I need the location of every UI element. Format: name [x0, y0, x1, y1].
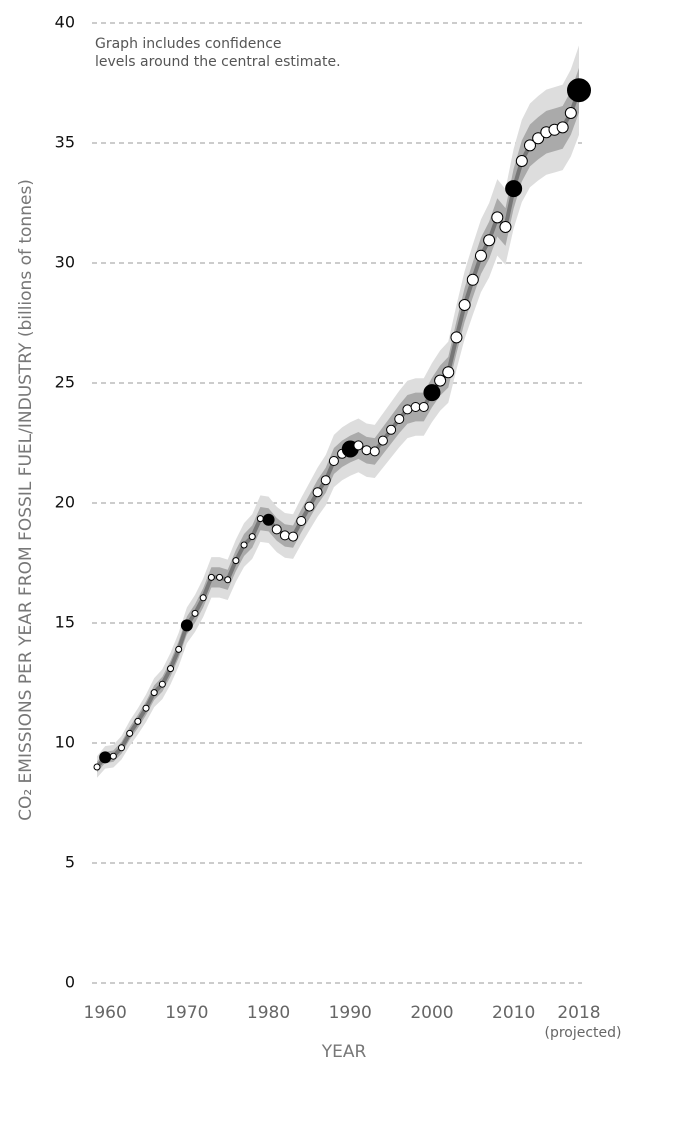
data-point: [216, 573, 224, 581]
data-point: [523, 139, 536, 152]
x-tick-label: 2018: [557, 1003, 600, 1023]
data-point: [458, 299, 471, 311]
data-point: [567, 78, 591, 103]
data-point: [158, 680, 166, 688]
data-point: [240, 541, 248, 549]
data-point: [191, 609, 199, 617]
y-tick-label: 20: [55, 493, 75, 512]
data-point: [410, 402, 421, 412]
annotation: levels around the central estimate.: [95, 54, 341, 70]
data-point: [180, 619, 193, 632]
annotation: Graph includes confidence: [95, 36, 282, 52]
confidence-band: [97, 45, 579, 778]
y-axis-label: CO₂ EMISSIONS PER YEAR FROM FOSSIL FUEL/…: [16, 179, 36, 821]
data-point: [361, 445, 372, 456]
data-point: [434, 374, 447, 387]
x-tick-label: 1960: [84, 1003, 127, 1023]
data-point: [474, 249, 487, 262]
data-point: [248, 533, 256, 541]
confidence-band: [97, 67, 579, 773]
data-point: [312, 487, 323, 498]
data-point: [232, 557, 240, 565]
x-tick-label: 1980: [247, 1003, 290, 1023]
data-point: [394, 414, 405, 424]
y-tick-label: 25: [55, 373, 75, 392]
data-point: [353, 440, 364, 451]
data-point: [466, 273, 479, 286]
data-point: [142, 704, 150, 712]
data-point: [442, 366, 455, 379]
data-point: [262, 513, 275, 526]
data-point: [556, 121, 569, 134]
y-tick-label: 10: [55, 733, 75, 752]
y-tick-label: 0: [65, 973, 75, 992]
data-point: [423, 384, 441, 402]
data-point: [369, 446, 380, 457]
x-axis-label: YEAR: [321, 1042, 367, 1062]
data-point: [126, 729, 134, 737]
data-point: [150, 689, 158, 697]
data-point: [99, 751, 112, 764]
data-point: [402, 404, 413, 415]
data-point: [167, 665, 175, 673]
data-point: [109, 752, 117, 760]
data-point: [271, 524, 282, 535]
y-tick-label: 40: [55, 13, 75, 32]
data-point: [320, 475, 331, 486]
x-tick-note: (projected): [544, 1025, 621, 1041]
data-point: [93, 763, 101, 771]
data-point: [304, 501, 315, 512]
y-tick-label: 15: [55, 613, 75, 632]
data-point: [175, 645, 183, 653]
data-point: [328, 456, 339, 466]
data-point: [483, 234, 496, 247]
data-point: [118, 744, 126, 752]
data-point: [224, 576, 232, 584]
data-point: [418, 402, 429, 412]
x-tick-label: 2000: [410, 1003, 453, 1023]
x-tick-label: 2010: [492, 1003, 535, 1023]
data-point: [296, 516, 307, 526]
x-tick-label: 1970: [165, 1003, 208, 1023]
data-point: [499, 221, 512, 233]
data-point: [386, 424, 397, 435]
y-tick-label: 30: [55, 253, 75, 272]
y-tick-label: 5: [65, 853, 75, 872]
data-point: [256, 515, 264, 523]
data-point: [288, 531, 299, 542]
y-tick-label: 35: [55, 133, 75, 152]
data-point: [134, 717, 142, 725]
data-point: [279, 530, 290, 541]
data-point: [450, 331, 463, 344]
data-point: [207, 573, 215, 581]
x-tick-label: 1990: [329, 1003, 372, 1023]
data-point: [532, 132, 545, 145]
data-point: [515, 155, 528, 167]
data-point: [505, 180, 523, 198]
data-point: [199, 594, 207, 602]
data-point: [564, 107, 577, 119]
data-point: [491, 211, 504, 224]
data-point: [377, 435, 388, 446]
